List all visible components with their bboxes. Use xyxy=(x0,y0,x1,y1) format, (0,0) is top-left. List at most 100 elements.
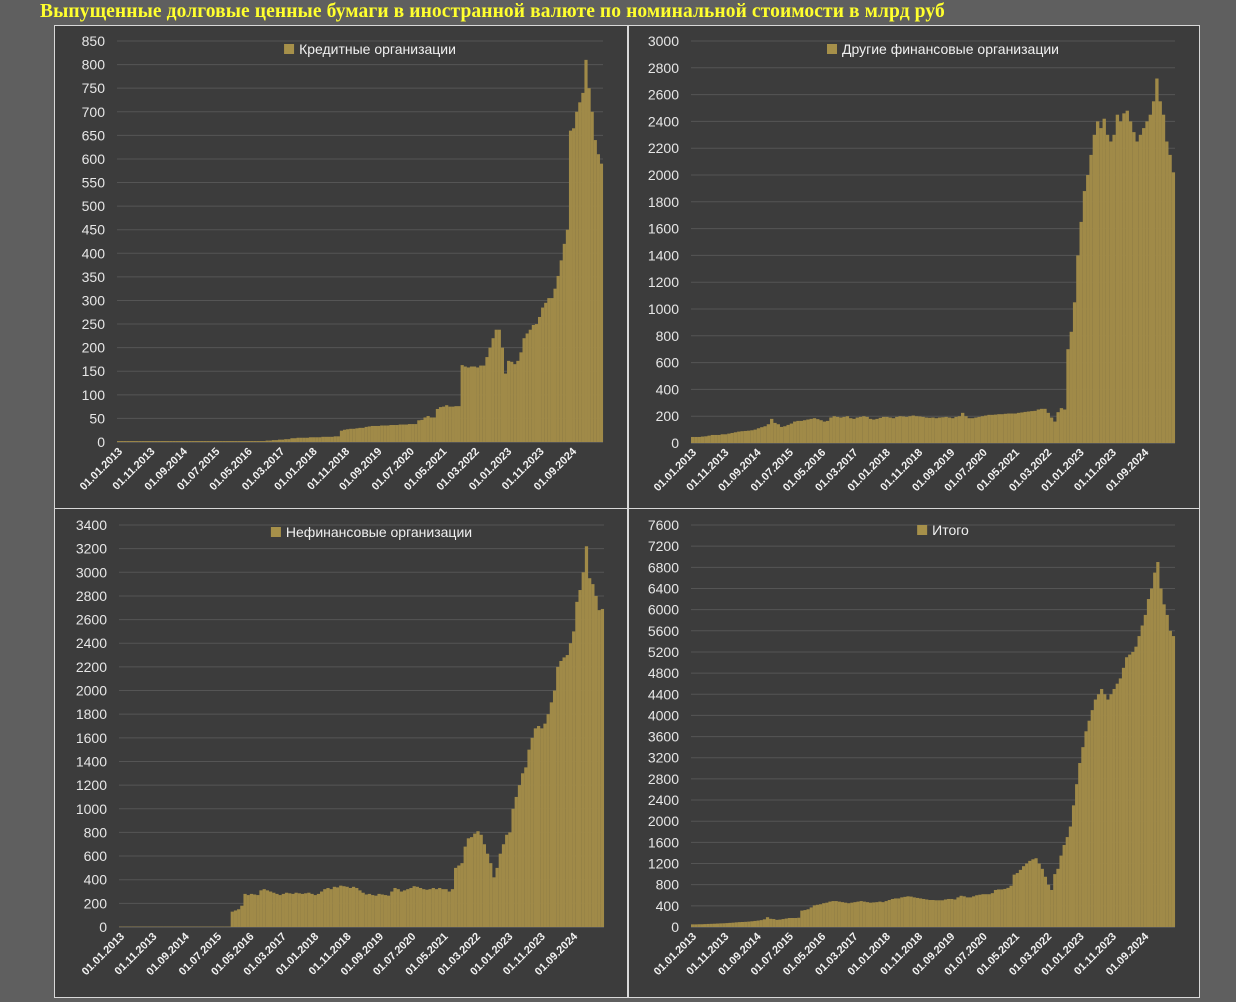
bar xyxy=(1076,255,1080,443)
bar xyxy=(553,288,557,442)
bar xyxy=(572,128,576,442)
bar xyxy=(549,702,553,927)
bar xyxy=(533,728,538,927)
y-tick-label: 600 xyxy=(84,848,108,864)
bar xyxy=(370,425,374,442)
bar xyxy=(888,417,892,443)
y-axis: 0 50 100 150 200 250 300 350 400 450 500 550 600 650 7… xyxy=(82,33,603,450)
bar xyxy=(565,229,569,442)
bar xyxy=(737,431,741,443)
bar xyxy=(414,424,418,442)
bar xyxy=(392,425,396,442)
y-tick-label: 800 xyxy=(656,877,680,893)
bar xyxy=(1102,118,1106,443)
bar xyxy=(967,418,971,443)
bar xyxy=(355,887,359,927)
bar xyxy=(383,895,388,927)
bar xyxy=(412,886,416,927)
bar xyxy=(537,316,542,442)
bar xyxy=(457,865,461,927)
bar xyxy=(178,441,183,442)
bar xyxy=(469,837,474,927)
bar xyxy=(806,419,810,443)
bar xyxy=(1023,411,1027,443)
bar xyxy=(426,416,430,442)
bar xyxy=(918,898,923,927)
bar xyxy=(460,365,464,442)
bar xyxy=(756,920,760,927)
bar xyxy=(753,429,757,443)
bar xyxy=(482,365,486,442)
bar xyxy=(714,434,718,443)
y-tick-label: 6000 xyxy=(648,602,679,618)
bar xyxy=(895,416,899,443)
bar xyxy=(1003,413,1008,443)
bar xyxy=(964,416,968,443)
bar xyxy=(766,424,771,443)
bar xyxy=(1033,410,1037,443)
bar xyxy=(540,728,544,927)
bar xyxy=(1053,421,1057,443)
bar xyxy=(987,894,991,927)
bar xyxy=(990,893,994,927)
chart-svg: 0 200 400 600 800 1000 1200 1400 1600 1800 2000 220… xyxy=(76,517,605,978)
y-tick-label: 600 xyxy=(82,151,106,167)
bar xyxy=(511,808,515,927)
bar xyxy=(206,441,210,442)
bar xyxy=(1025,863,1029,927)
bar xyxy=(759,920,763,927)
bar xyxy=(934,900,938,927)
bar xyxy=(1056,868,1060,927)
bar xyxy=(550,298,554,442)
bar xyxy=(1031,859,1035,927)
bar xyxy=(398,424,402,442)
bar xyxy=(517,785,522,927)
bar xyxy=(885,416,889,443)
bar xyxy=(147,441,152,442)
x-axis: 01.01.201301.11.201301.09.201401.07.2015… xyxy=(652,446,1152,494)
bar xyxy=(1012,874,1016,927)
y-tick-label: 1200 xyxy=(76,777,107,793)
bar xyxy=(694,436,698,443)
bar xyxy=(320,891,324,927)
y-tick-label: 0 xyxy=(671,919,679,935)
bar xyxy=(521,773,525,927)
bar xyxy=(822,421,827,443)
bar xyxy=(253,894,257,927)
bar xyxy=(803,910,807,927)
bar xyxy=(315,437,319,442)
y-tick-label: 2000 xyxy=(648,813,679,829)
bar xyxy=(491,338,495,442)
y-tick-label: 2800 xyxy=(648,60,679,76)
bar xyxy=(1151,101,1156,444)
bar xyxy=(418,887,423,927)
bar xyxy=(906,896,910,927)
bar xyxy=(925,899,929,927)
y-tick-label: 4800 xyxy=(648,665,679,681)
bar xyxy=(1072,302,1077,443)
y-tick-label: 1200 xyxy=(648,856,679,872)
bar xyxy=(172,441,176,442)
bar xyxy=(776,424,780,443)
bar xyxy=(473,833,477,927)
y-tick-label: 2200 xyxy=(76,659,107,675)
bar xyxy=(287,439,291,442)
bar xyxy=(541,307,545,442)
bar xyxy=(875,418,879,443)
bar xyxy=(1112,688,1116,927)
y-tick-label: 800 xyxy=(82,57,106,73)
bar xyxy=(565,655,569,927)
chart-svg: 0 200 400 600 800 1000 1200 1400 1600 1800 2000 220… xyxy=(648,33,1176,494)
bar xyxy=(1109,141,1113,443)
legend-label: Кредитные организации xyxy=(299,41,456,57)
bar xyxy=(898,416,902,443)
bar xyxy=(191,441,195,442)
bar xyxy=(123,441,127,442)
y-tick-label: 400 xyxy=(656,381,680,397)
bar xyxy=(367,426,371,442)
bar xyxy=(318,437,322,442)
bar xyxy=(703,924,707,927)
bar xyxy=(837,901,841,927)
y-tick-label: 4000 xyxy=(648,707,679,723)
bar xyxy=(219,441,223,442)
